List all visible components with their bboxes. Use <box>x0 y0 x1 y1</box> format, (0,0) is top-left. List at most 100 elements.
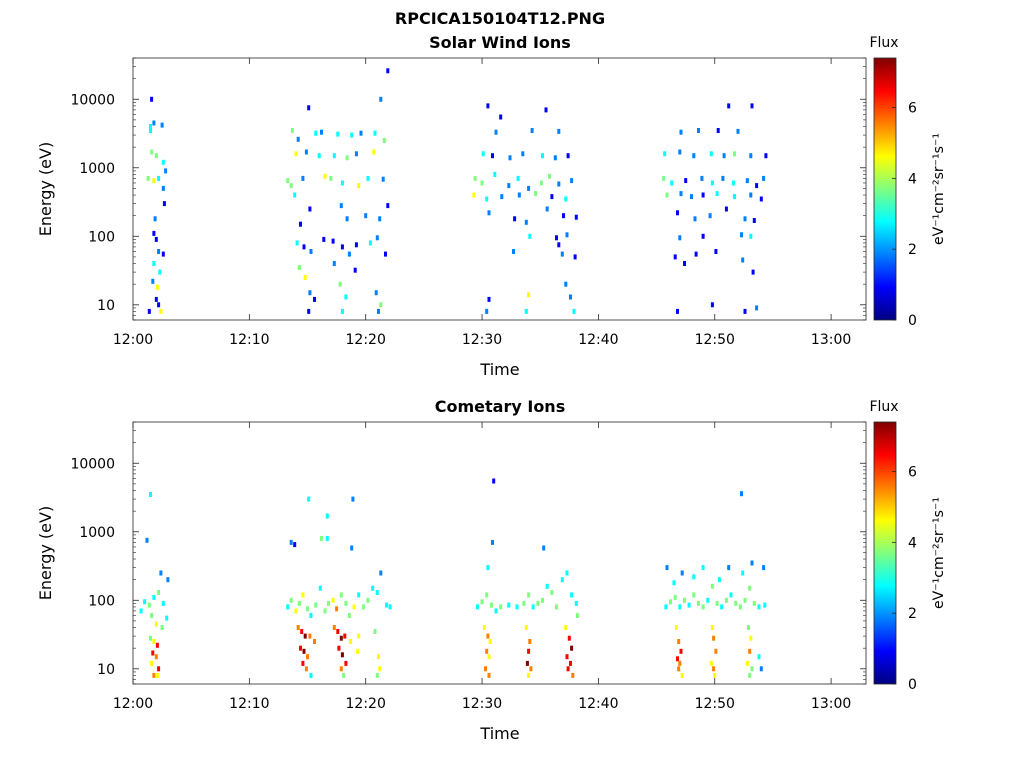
heatmap-cell <box>513 216 517 222</box>
heatmap-cell <box>301 660 305 666</box>
heatmap-cell <box>709 660 713 666</box>
heatmap-cell <box>301 592 305 598</box>
heatmap-cell <box>154 621 158 627</box>
heatmap-cell <box>289 539 293 545</box>
heatmap-cell <box>672 580 676 586</box>
heatmap-cell <box>673 594 677 600</box>
heatmap-cell <box>566 153 570 159</box>
heatmap-cell <box>352 604 356 610</box>
heatmap-cell <box>373 130 377 136</box>
heatmap-cell <box>755 305 759 311</box>
heatmap-cell <box>343 633 347 639</box>
heatmap-cell <box>743 216 747 222</box>
heatmap-cell <box>323 608 327 614</box>
heatmap-cell <box>545 583 549 589</box>
heatmap-cell <box>359 130 363 136</box>
heatmap-cell <box>160 625 164 630</box>
heatmap-cell <box>351 496 355 502</box>
heatmap-cell <box>165 615 169 621</box>
heatmap-cell <box>296 136 300 142</box>
heatmap-cell <box>669 599 672 605</box>
heatmap-cell <box>488 639 492 644</box>
heatmap-cell <box>757 654 761 660</box>
heatmap-cell <box>307 308 311 314</box>
heatmap-cell <box>162 201 166 207</box>
colorbar-tick-label: 4 <box>908 535 917 551</box>
heatmap-cell <box>157 666 161 672</box>
heatmap-cell <box>322 236 326 242</box>
heatmap-cell <box>354 242 358 248</box>
heatmap-cell <box>304 666 308 672</box>
colorbar-tick-label: 0 <box>908 313 917 329</box>
heatmap-cell <box>480 180 484 186</box>
heatmap-cell <box>475 604 479 610</box>
x-tick-label: 12:20 <box>346 696 386 712</box>
heatmap-cell <box>512 249 515 254</box>
heatmap-cell <box>528 639 532 644</box>
heatmap-cell <box>678 604 682 610</box>
heatmap-cell <box>339 666 343 672</box>
heatmap-cell <box>680 570 684 576</box>
heatmap-cell <box>524 219 528 225</box>
heatmap-cell <box>357 633 361 639</box>
heatmap-cell <box>548 173 551 179</box>
heatmap-cell <box>154 654 158 660</box>
heatmap-cell <box>733 194 736 200</box>
heatmap-cell <box>345 216 349 222</box>
heatmap-cell <box>542 545 546 551</box>
heatmap-cell <box>482 625 486 630</box>
heatmap-cell <box>375 672 379 678</box>
heatmap-cell <box>565 570 569 576</box>
heatmap-cell <box>573 254 577 260</box>
heatmap-cell <box>301 175 305 181</box>
colorbar-tick-label: 2 <box>908 606 917 622</box>
heatmap-cell <box>492 478 496 484</box>
heatmap-cell <box>286 178 290 184</box>
heatmap-cell <box>751 269 755 275</box>
heatmap-cell <box>299 645 302 651</box>
plot-frame <box>132 57 867 321</box>
heatmap-cell <box>375 235 379 241</box>
heatmap-cell <box>564 281 568 287</box>
heatmap-cell <box>706 597 710 603</box>
heatmap-cell <box>748 672 752 678</box>
heatmap-cell <box>677 639 681 644</box>
heatmap-cell <box>302 244 306 250</box>
heatmap-cell <box>678 660 682 666</box>
heatmap-cell <box>763 602 767 608</box>
heatmap-cell <box>388 604 392 610</box>
heatmap-cell <box>293 192 297 198</box>
y-tick-label: 100 <box>88 229 115 245</box>
heatmap-cell <box>676 308 679 314</box>
heatmap-cell <box>557 181 561 187</box>
x-tick-label: 12:30 <box>462 696 502 712</box>
x-tick-label: 12:10 <box>229 332 269 348</box>
heatmap-cell <box>295 240 299 246</box>
heatmap-cell <box>336 131 340 137</box>
heatmap-cell <box>289 597 293 603</box>
heatmap-cell <box>286 604 290 610</box>
heatmap-cell <box>152 261 156 266</box>
x-tick-label: 13:00 <box>811 332 851 348</box>
plot-area-solar-wind: 12:00 12:10 12:20 12:30 12:40 12:50 13:00 10 100… <box>70 57 867 348</box>
heatmap-cell <box>750 666 754 672</box>
heatmap-cell <box>565 654 569 660</box>
heatmap-cell <box>724 206 728 212</box>
heatmap-cell <box>662 175 666 181</box>
heatmap-cell <box>491 539 494 545</box>
heatmap-cell <box>527 648 531 654</box>
colorbar-solar-wind: 0 2 4 6 <box>873 57 917 329</box>
heatmap-cell <box>147 602 151 608</box>
y-tick-label: 10000 <box>70 92 115 108</box>
heatmap-cell <box>507 602 511 608</box>
heatmap-cell <box>708 213 712 219</box>
heatmap-cell <box>296 625 300 630</box>
heatmap-cell <box>734 600 738 606</box>
heatmap-cell <box>665 192 669 198</box>
heatmap-cell <box>154 153 158 159</box>
heatmap-cell <box>313 296 316 302</box>
heatmap-cell <box>354 151 358 157</box>
heatmap-cell <box>515 604 519 610</box>
heatmap-cell <box>155 672 159 678</box>
heatmap-cell <box>386 203 390 209</box>
